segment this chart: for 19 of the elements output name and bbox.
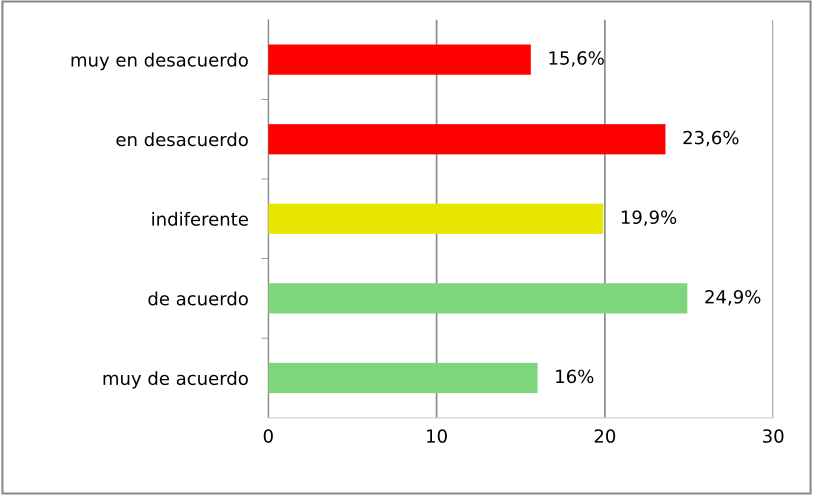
bar [268,204,604,234]
data-label: 23,6% [683,130,738,146]
y-tick-label: muy de acuerdo [104,371,248,389]
bar [268,362,538,394]
bar [268,124,666,154]
x-tick-label: 10 [427,429,447,443]
data-label: 15,6% [549,51,604,67]
y-tick-label: indiferente [152,212,248,226]
bar [268,44,531,75]
x-tick-label: 30 [763,429,784,443]
x-tick-label: 0 [264,429,273,443]
y-tick-label: muy en desacuerdo [72,52,248,70]
data-label: 24,9% [705,290,760,306]
bar [268,283,688,314]
y-tick-label: de acuerdo [148,292,248,306]
data-label: 16% [556,370,594,384]
data-label: 19,9% [622,210,676,226]
y-tick-label: en desacuerdo [116,132,248,146]
x-tick-label: 20 [594,429,616,443]
